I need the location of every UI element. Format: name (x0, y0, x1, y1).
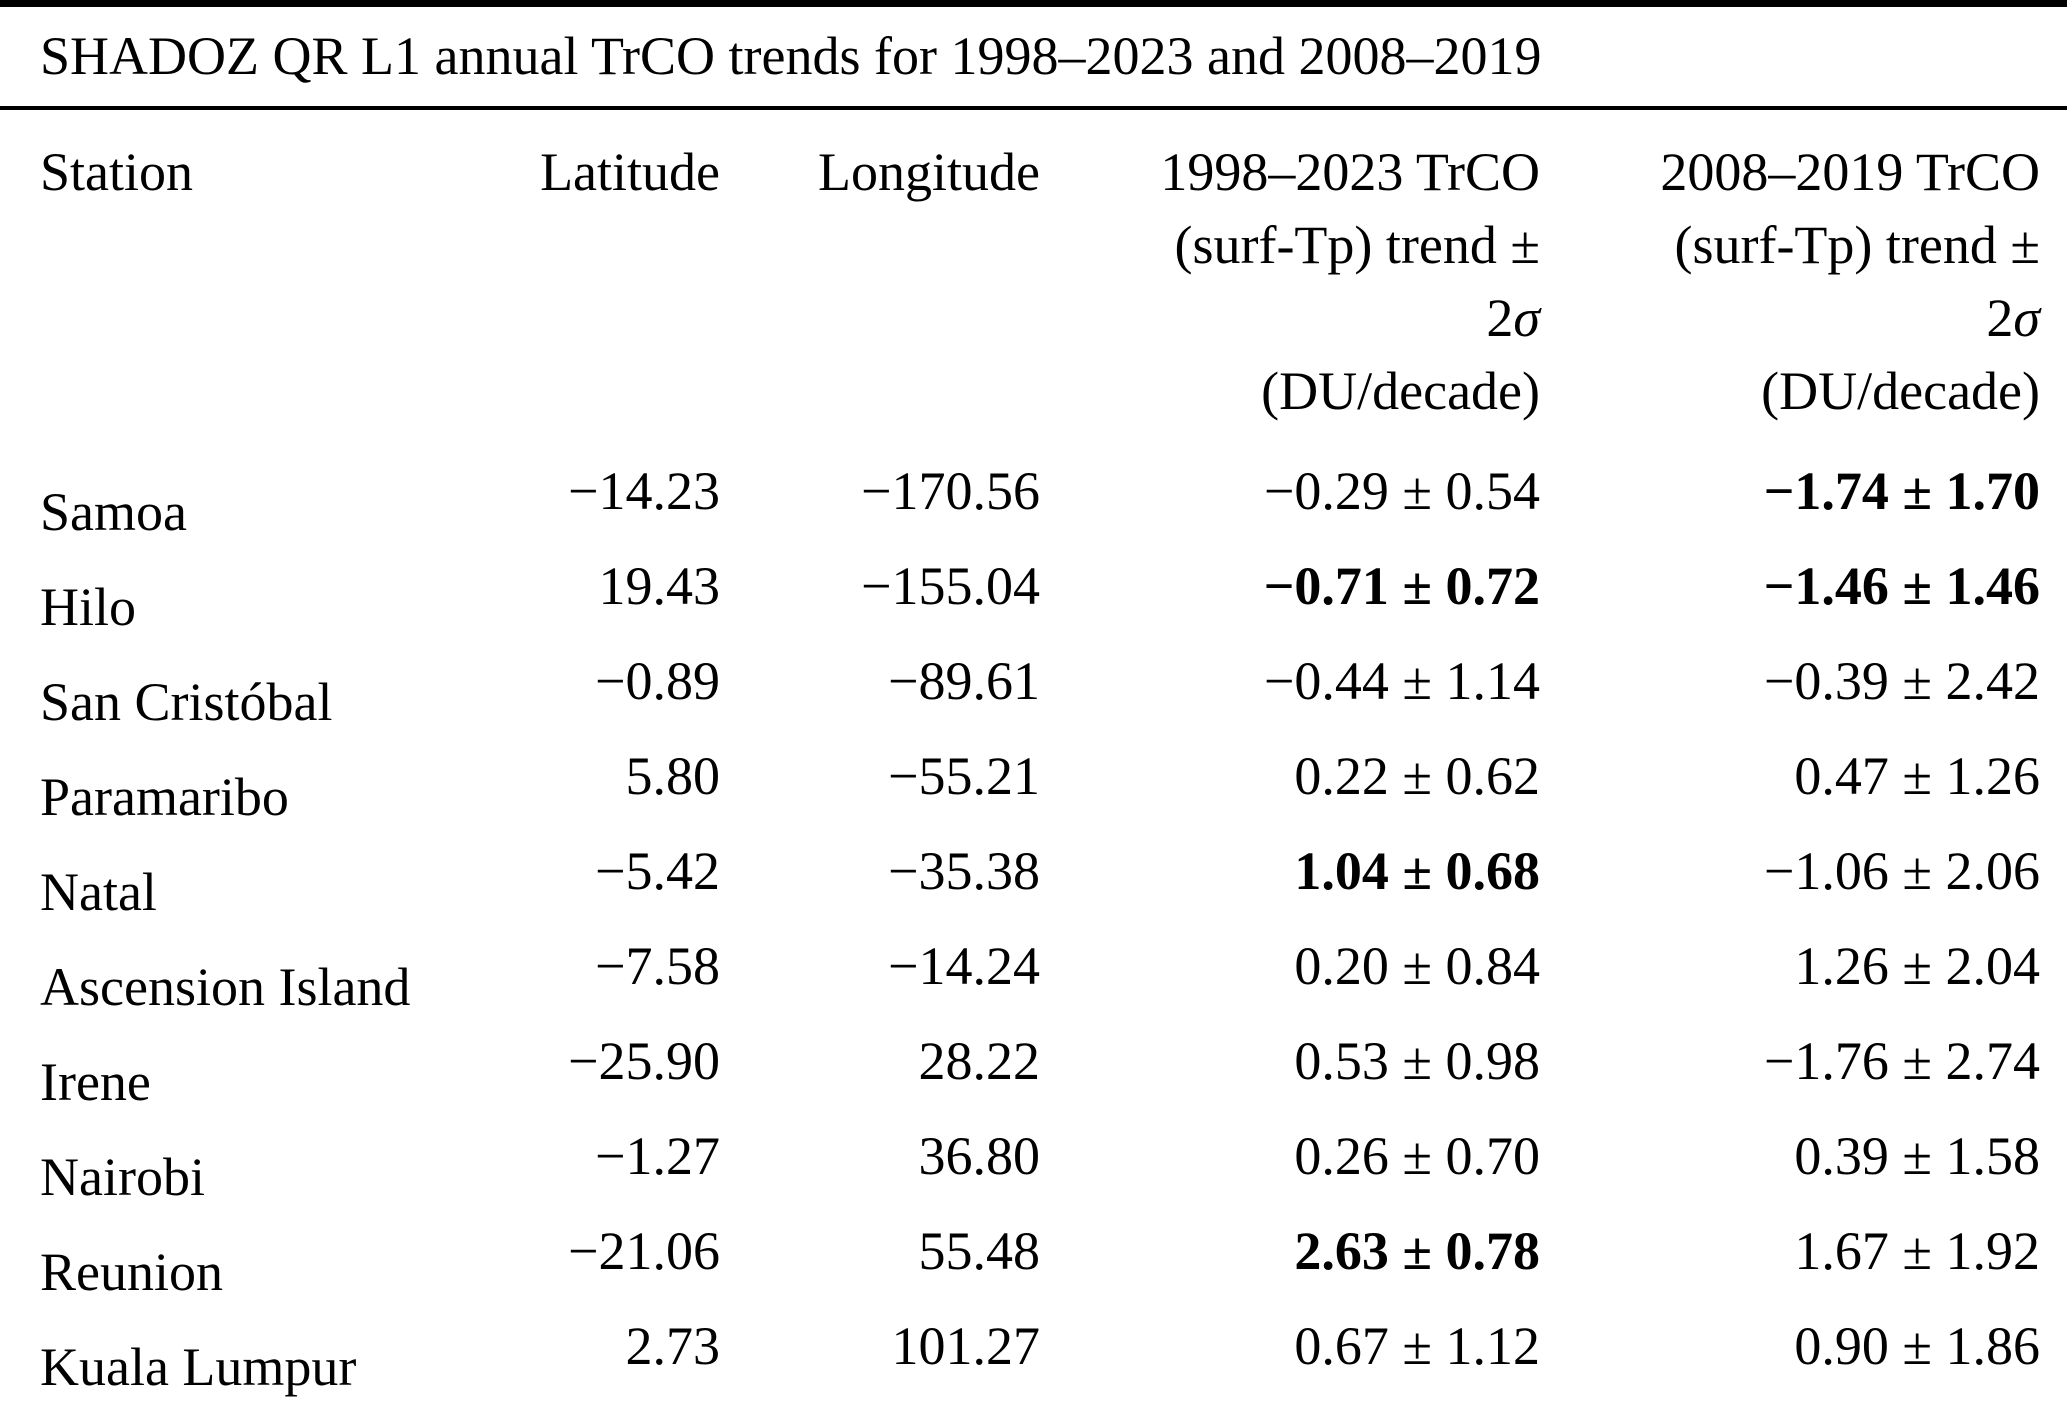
station-cell: Reunion (0, 1214, 480, 1309)
latitude-cell: 19.43 (598, 556, 721, 616)
station-name: Nairobi (40, 1147, 205, 1207)
latitude-cell: −0.89 (595, 651, 720, 711)
trend-1998-2023-cell: −0.44 ± 1.14 (1263, 651, 1540, 711)
trend-2008-2019-cell: 1.67 ± 1.92 (1794, 1221, 2040, 1281)
trend-1998-header-line1: 1998–2023 TrCO (1160, 142, 1540, 202)
table-row: Nairobi −1.27 36.80 0.26 ± 0.70 0.39 ± 1… (0, 1119, 2067, 1214)
latitude-cell: 5.80 (625, 746, 721, 806)
sigma-symbol: σ (1513, 288, 1540, 348)
longitude-cell: 55.48 (918, 1221, 1041, 1281)
trend-1998-2023-cell: 2.63 ± 0.78 (1294, 1221, 1540, 1281)
trend-2008-2019-column-header: 2008–2019 TrCO (surf-Tp) trend ± 2σ (DU/… (1540, 110, 2067, 450)
longitude-cell: −35.38 (888, 841, 1040, 901)
latitude-column-header: Latitude (540, 142, 720, 202)
trend-1998-2023-cell: −0.71 ± 0.72 (1263, 556, 1540, 616)
trend-1998-2023-cell: 0.67 ± 1.12 (1294, 1316, 1540, 1376)
station-name: Natal (40, 862, 157, 922)
table-row: Reunion −21.06 55.48 2.63 ± 0.78 1.67 ± … (0, 1214, 2067, 1309)
trend-2008-2019-cell: −1.74 ± 1.70 (1763, 461, 2040, 521)
trend-2008-header-line4: (DU/decade) (1761, 361, 2040, 421)
trend-1998-2023-cell: 0.22 ± 0.62 (1294, 746, 1540, 806)
table-row: Ascension Island −7.58 −14.24 0.20 ± 0.8… (0, 929, 2067, 1024)
station-name: Paramaribo (40, 767, 289, 827)
trend-1998-2023-cell: −0.29 ± 0.54 (1263, 461, 1540, 521)
longitude-cell: −155.04 (861, 556, 1040, 616)
station-name: Ascension Island (40, 957, 411, 1017)
station-name: Kuala Lumpur (40, 1337, 357, 1397)
station-cell: Irene (0, 1024, 480, 1119)
trends-table: Station Latitude Longitude 1998–2023 TrC… (0, 110, 2067, 1420)
station-cell: Nairobi (0, 1119, 480, 1214)
table-row: Hilo 19.43 −155.04 −0.71 ± 0.72 −1.46 ± … (0, 549, 2067, 644)
longitude-cell: 105.80 (720, 1404, 1041, 1420)
table-row: Paramaribo 5.80 −55.21 0.22 ± 0.62 0.47 … (0, 739, 2067, 834)
station-cell: Samoa (0, 450, 480, 549)
trend-2008-2019-cell: 0.90 ± 1.86 (1794, 1316, 2040, 1376)
station-name: Samoa (40, 482, 187, 542)
latitude-cell: −14.23 (568, 461, 720, 521)
station-cell: Kuala Lumpur (0, 1309, 480, 1404)
trend-2008-2019-cell: −1.46 ± 1.46 (1763, 556, 2040, 616)
station-name: Hilo (40, 577, 137, 637)
latitude-cell: −1.27 (595, 1126, 720, 1186)
station-cell: Natal (0, 834, 480, 929)
station-column-header: Station (40, 142, 194, 202)
table-row: Irene −25.90 28.22 0.53 ± 0.98 −1.76 ± 2… (0, 1024, 2067, 1119)
station-cell: Paramaribo (0, 739, 480, 834)
station-name: Reunion (40, 1242, 223, 1302)
trend-2008-header-line2: (surf-Tp) trend ± (1674, 215, 2040, 275)
station-cell: San Cristóbal (0, 644, 480, 739)
longitude-cell: −170.56 (861, 461, 1040, 521)
trend-1998-2023-cell: 0.20 ± 0.84 (1294, 936, 1540, 996)
longitude-cell: −55.21 (888, 746, 1040, 806)
trend-2008-2019-cell: −0.39 ± 2.42 (1763, 651, 2040, 711)
longitude-column-header: Longitude (818, 142, 1040, 202)
station-cell: Hanoi* (0, 1404, 480, 1420)
trend-1998-header-line2: (surf-Tp) trend ± (1174, 215, 1540, 275)
table-row: Hanoi* 21.01 105.80 1.94 ± 2.18 0.80 ± 1… (0, 1404, 2067, 1420)
table-row: Kuala Lumpur 2.73 101.27 0.67 ± 1.12 0.9… (0, 1309, 2067, 1404)
longitude-cell: 101.27 (891, 1316, 1041, 1376)
trend-1998-2023-cell: 1.94 ± 2.18 (1040, 1404, 1540, 1420)
trend-2008-2019-cell: 0.39 ± 1.58 (1794, 1126, 2040, 1186)
trend-2008-2019-cell: −1.06 ± 2.06 (1763, 841, 2040, 901)
longitude-cell: 36.80 (918, 1126, 1041, 1186)
trend-2008-header-line3: 2σ (1986, 288, 2040, 348)
top-rule (0, 0, 2067, 7)
trend-1998-2023-cell: 0.53 ± 0.98 (1294, 1031, 1540, 1091)
trend-1998-header-line3: 2σ (1486, 288, 1540, 348)
sigma-symbol: σ (2013, 288, 2040, 348)
header-row: Station Latitude Longitude 1998–2023 TrC… (0, 110, 2067, 450)
trend-1998-2023-column-header: 1998–2023 TrCO (surf-Tp) trend ± 2σ (DU/… (1040, 110, 1540, 450)
table-row: Natal −5.42 −35.38 1.04 ± 0.68 −1.06 ± 2… (0, 834, 2067, 929)
table-header: Station Latitude Longitude 1998–2023 TrC… (0, 110, 2067, 450)
table-body: Samoa −14.23 −170.56 −0.29 ± 0.54 −1.74 … (0, 450, 2067, 1420)
station-cell: Ascension Island (0, 929, 480, 1024)
latitude-cell: 2.73 (625, 1316, 721, 1376)
latitude-cell: −5.42 (595, 841, 720, 901)
table-title: SHADOZ QR L1 annual TrCO trends for 1998… (40, 26, 1542, 86)
latitude-cell: −25.90 (568, 1031, 720, 1091)
station-cell: Hilo (0, 549, 480, 644)
trend-1998-header-line4: (DU/decade) (1261, 361, 1540, 421)
longitude-cell: −89.61 (888, 651, 1040, 711)
longitude-cell: −14.24 (888, 936, 1040, 996)
title-separator-rule (0, 106, 2067, 110)
trend-1998-2023-cell: 1.04 ± 0.68 (1294, 841, 1540, 901)
trend-2008-2019-cell: 1.26 ± 2.04 (1794, 936, 2040, 996)
latitude-cell: 21.01 (480, 1404, 721, 1420)
trend-1998-2023-cell: 0.26 ± 0.70 (1294, 1126, 1540, 1186)
station-name: San Cristóbal (40, 672, 333, 732)
table-row: Samoa −14.23 −170.56 −0.29 ± 0.54 −1.74 … (0, 450, 2067, 549)
trend-2008-2019-cell: 0.47 ± 1.26 (1794, 746, 2040, 806)
trend-2008-2019-cell: −1.76 ± 2.74 (1763, 1031, 2040, 1091)
trend-2008-2019-cell: 0.80 ± 1.80 (1540, 1404, 2067, 1420)
latitude-cell: −21.06 (568, 1221, 720, 1281)
latitude-cell: −7.58 (595, 936, 720, 996)
trend-2008-header-line1: 2008–2019 TrCO (1660, 142, 2040, 202)
table-row: San Cristóbal −0.89 −89.61 −0.44 ± 1.14 … (0, 644, 2067, 739)
longitude-cell: 28.22 (918, 1031, 1041, 1091)
station-name: Irene (40, 1052, 151, 1112)
